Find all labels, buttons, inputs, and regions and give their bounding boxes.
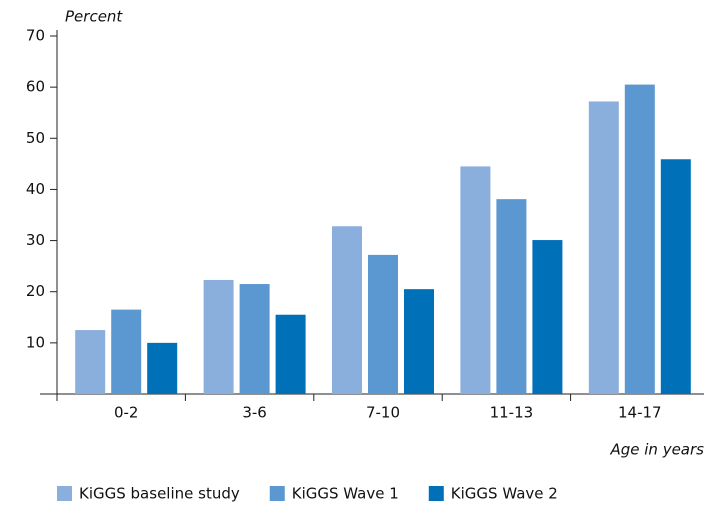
y-tick-label: 10 — [26, 333, 45, 351]
legend-label: KiGGS Wave 2 — [451, 485, 558, 503]
y-tick-label: 40 — [26, 180, 45, 198]
bar — [239, 284, 270, 394]
y-tick-label: 30 — [26, 231, 45, 249]
bar — [460, 166, 491, 394]
y-tick-label: 50 — [26, 129, 45, 147]
x-axis-label: Age in years — [609, 441, 704, 459]
legend-label: KiGGS Wave 1 — [292, 485, 399, 503]
x-tick-label: 3-6 — [242, 404, 267, 422]
x-tick-label: 14-17 — [618, 404, 662, 422]
y-tick-label: 60 — [26, 78, 45, 96]
legend-label: KiGGS baseline study — [79, 485, 240, 503]
x-tick-label: 11-13 — [490, 404, 534, 422]
legend-swatch — [57, 486, 72, 501]
bar — [147, 342, 178, 394]
y-tick-label: 70 — [26, 27, 45, 45]
bar — [660, 159, 691, 394]
x-tick-label: 0-2 — [114, 404, 139, 422]
bar — [532, 240, 563, 394]
legend-swatch — [428, 486, 444, 501]
y-axis-label: Percent — [65, 8, 123, 26]
x-tick-label: 7-10 — [366, 404, 400, 422]
bar — [75, 330, 106, 394]
bar — [496, 199, 527, 394]
y-tick-label: 20 — [26, 282, 45, 300]
bar — [624, 84, 655, 394]
bar — [111, 309, 142, 394]
bar — [203, 279, 234, 394]
legend-swatch — [269, 486, 285, 501]
bar — [368, 254, 398, 394]
bar — [332, 226, 362, 394]
bar — [275, 314, 306, 394]
bar — [404, 289, 434, 394]
bar — [588, 101, 619, 394]
